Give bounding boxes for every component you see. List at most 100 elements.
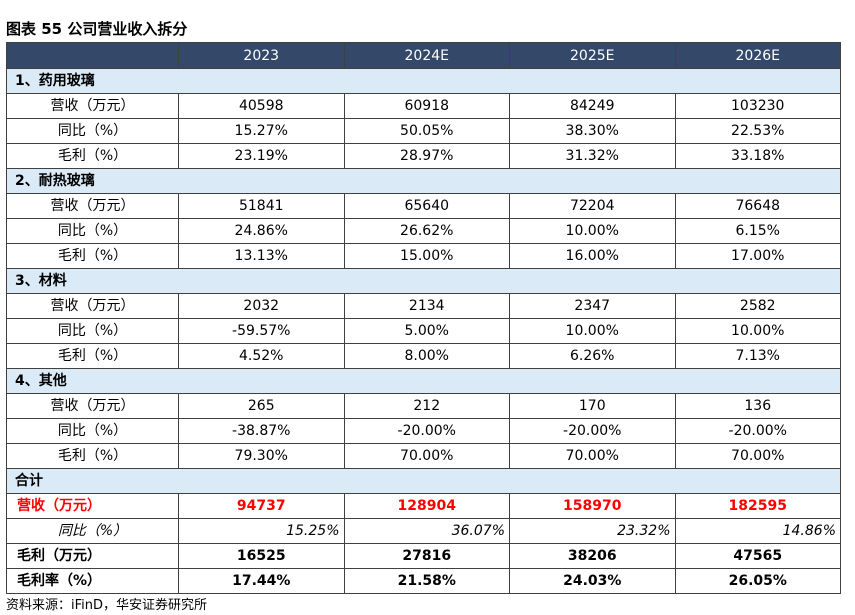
value-cell: 33.18% xyxy=(674,143,841,169)
value-cell: 15.25% xyxy=(178,518,345,544)
total-gross-margin-row: 毛利率（%） 17.44% 21.58% 24.03% 26.05% xyxy=(6,568,841,594)
value-cell: 14.86% xyxy=(674,518,841,544)
value-cell: 2032 xyxy=(178,293,345,319)
section-title: 合计 xyxy=(6,468,841,494)
value-cell: 15.00% xyxy=(343,243,510,269)
year-header: 2023 xyxy=(178,42,345,69)
table-row: 营收（万元） 265 212 170 136 xyxy=(6,393,841,419)
value-cell: 51841 xyxy=(178,193,345,219)
row-label: 营收（万元） xyxy=(6,293,179,319)
section-row: 2、耐热玻璃 xyxy=(6,168,841,194)
row-label: 毛利（万元） xyxy=(6,543,179,569)
section-row: 3、材料 xyxy=(6,268,841,294)
row-label: 营收（万元） xyxy=(6,193,179,219)
table-row: 同比（%） -38.87% -20.00% -20.00% -20.00% xyxy=(6,418,841,444)
value-cell: 27816 xyxy=(343,543,510,569)
value-cell: 265 xyxy=(178,393,345,419)
value-cell: 84249 xyxy=(509,93,676,119)
value-cell: 15.27% xyxy=(178,118,345,144)
year-header: 2024E xyxy=(343,42,510,69)
value-cell: 70.00% xyxy=(509,443,676,469)
value-cell: 7.13% xyxy=(674,343,841,369)
value-cell: 36.07% xyxy=(343,518,510,544)
row-label: 毛利（%） xyxy=(6,443,179,469)
value-cell: 128904 xyxy=(343,493,510,519)
revenue-breakdown-table: 2023 2024E 2025E 2026E 1、药用玻璃 营收（万元） 40598… xyxy=(6,42,841,594)
table-row: 毛利（%） 23.19% 28.97% 31.32% 33.18% xyxy=(6,143,841,169)
value-cell: 23.32% xyxy=(509,518,676,544)
value-cell: 24.86% xyxy=(178,218,345,244)
value-cell: 16525 xyxy=(178,543,345,569)
value-cell: 10.00% xyxy=(509,318,676,344)
value-cell: -59.57% xyxy=(178,318,345,344)
value-cell: 212 xyxy=(343,393,510,419)
table-row: 同比（%） 24.86% 26.62% 10.00% 6.15% xyxy=(6,218,841,244)
table-row: 毛利（%） 13.13% 15.00% 16.00% 17.00% xyxy=(6,243,841,269)
section-row: 4、其他 xyxy=(6,368,841,394)
section-title: 4、其他 xyxy=(6,368,841,394)
value-cell: 23.19% xyxy=(178,143,345,169)
table-row: 营收（万元） 40598 60918 84249 103230 xyxy=(6,93,841,119)
value-cell: 103230 xyxy=(674,93,841,119)
value-cell: 94737 xyxy=(178,493,345,519)
year-header: 2025E xyxy=(509,42,676,69)
year-header: 2026E xyxy=(674,42,841,69)
table-row: 毛利（%） 79.30% 70.00% 70.00% 70.00% xyxy=(6,443,841,469)
section-row: 1、药用玻璃 xyxy=(6,68,841,94)
section-title: 3、材料 xyxy=(6,268,841,294)
value-cell: 2347 xyxy=(509,293,676,319)
header-row: 2023 2024E 2025E 2026E xyxy=(6,42,841,69)
row-label: 同比（%） xyxy=(6,418,179,444)
row-label: 毛利率（%） xyxy=(6,568,179,594)
value-cell: 72204 xyxy=(509,193,676,219)
row-label: 毛利（%） xyxy=(6,343,179,369)
table-row: 同比（%） -59.57% 5.00% 10.00% 10.00% xyxy=(6,318,841,344)
value-cell: 21.58% xyxy=(343,568,510,594)
total-revenue-row: 营收（万元） 94737 128904 158970 182595 xyxy=(6,493,841,519)
table-row: 同比（%） 15.27% 50.05% 38.30% 22.53% xyxy=(6,118,841,144)
row-label: 同比（%） xyxy=(6,318,179,344)
value-cell: 2134 xyxy=(343,293,510,319)
table-row: 营收（万元） 2032 2134 2347 2582 xyxy=(6,293,841,319)
value-cell: -20.00% xyxy=(509,418,676,444)
value-cell: 17.44% xyxy=(178,568,345,594)
value-cell: 10.00% xyxy=(674,318,841,344)
value-cell: 182595 xyxy=(674,493,841,519)
value-cell: 17.00% xyxy=(674,243,841,269)
value-cell: 28.97% xyxy=(343,143,510,169)
section-row: 合计 xyxy=(6,468,841,494)
value-cell: 79.30% xyxy=(178,443,345,469)
value-cell: 50.05% xyxy=(343,118,510,144)
value-cell: 76648 xyxy=(674,193,841,219)
source-note: 资料来源：iFinD，华安证券研究所 xyxy=(6,598,208,613)
value-cell: 65640 xyxy=(343,193,510,219)
row-label: 同比（%） xyxy=(6,518,179,544)
value-cell: 26.05% xyxy=(674,568,841,594)
value-cell: 4.52% xyxy=(178,343,345,369)
figure-title: 图表 55 公司营业收入拆分 xyxy=(6,20,188,38)
value-cell: 40598 xyxy=(178,93,345,119)
row-label: 营收（万元） xyxy=(6,493,179,519)
value-cell: 158970 xyxy=(509,493,676,519)
table-row: 毛利（%） 4.52% 8.00% 6.26% 7.13% xyxy=(6,343,841,369)
row-label: 营收（万元） xyxy=(6,93,179,119)
value-cell: 6.15% xyxy=(674,218,841,244)
value-cell: 16.00% xyxy=(509,243,676,269)
total-gross-profit-row: 毛利（万元） 16525 27816 38206 47565 xyxy=(6,543,841,569)
value-cell: -38.87% xyxy=(178,418,345,444)
table-row: 营收（万元） 51841 65640 72204 76648 xyxy=(6,193,841,219)
value-cell: 31.32% xyxy=(509,143,676,169)
section-title: 1、药用玻璃 xyxy=(6,68,841,94)
table-body: 1、药用玻璃 营收（万元） 40598 60918 84249 103230 同比（%） 15… xyxy=(6,68,841,594)
value-cell: 60918 xyxy=(343,93,510,119)
row-label: 同比（%） xyxy=(6,218,179,244)
row-label: 毛利（%） xyxy=(6,243,179,269)
total-yoy-row: 同比（%） 15.25% 36.07% 23.32% 14.86% xyxy=(6,518,841,544)
value-cell: 70.00% xyxy=(674,443,841,469)
row-label: 同比（%） xyxy=(6,118,179,144)
value-cell: 2582 xyxy=(674,293,841,319)
value-cell: 38.30% xyxy=(509,118,676,144)
row-label: 营收（万元） xyxy=(6,393,179,419)
header-corner-cell xyxy=(6,42,179,69)
value-cell: 6.26% xyxy=(509,343,676,369)
